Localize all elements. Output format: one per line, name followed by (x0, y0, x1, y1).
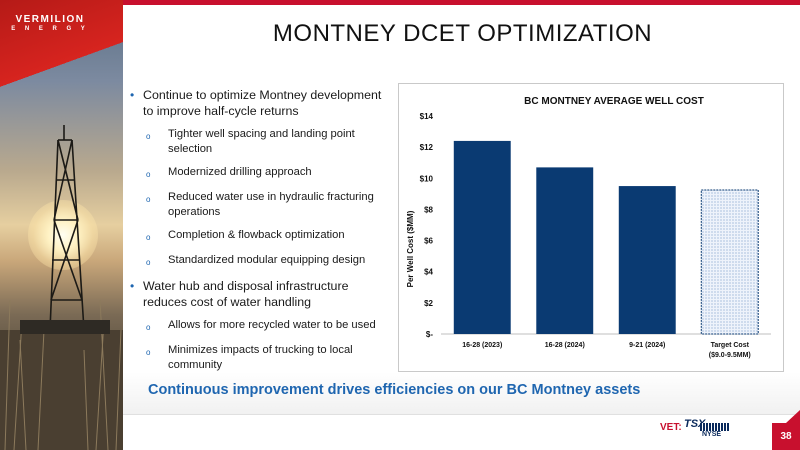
sub-bullet-item: o Minimizes impacts of trucking to local… (146, 343, 392, 373)
footer-divider (123, 414, 800, 415)
x-tick-label: 16-28 (2023) (462, 342, 502, 349)
sub-bullet-text: Standardized modular equipping design (168, 254, 366, 266)
top-accent-line (0, 0, 800, 5)
bullet-text: Continue to optimize Montney development… (143, 88, 382, 118)
y-tick-label: $- (426, 330, 433, 339)
x-tick-label: 9-21 (2024) (629, 342, 665, 349)
sub-bullet-item: o Tighter well spacing and landing point… (146, 127, 392, 157)
logo-name: VERMILION (15, 14, 85, 25)
x-tick-label: Target Cost (711, 342, 750, 349)
chart-title: BC MONTNEY AVERAGE WELL COST (524, 96, 704, 107)
tagline-band (123, 372, 800, 414)
ring-bullet-icon: o (146, 170, 151, 179)
ring-bullet-icon: o (146, 348, 151, 357)
bar (536, 167, 594, 334)
x-tick-label: 16-28 (2024) (545, 342, 585, 349)
bullet-dot-icon: • (130, 279, 135, 293)
tagline: Continuous improvement drives efficienci… (148, 382, 641, 398)
ring-bullet-icon: o (146, 258, 151, 267)
y-tick-label: $14 (420, 112, 434, 121)
sub-bullet-item: o Completion & flowback optimization (146, 228, 392, 245)
sub-bullet-text: Allows for more recycled water to be use… (168, 319, 376, 331)
bar-chart: BC MONTNEY AVERAGE WELL COST Per Well Co… (406, 96, 771, 359)
bullet-item: • Continue to optimize Montney developme… (130, 87, 392, 119)
page-number: 38 (772, 423, 800, 450)
y-tick-label: $6 (424, 237, 433, 246)
sub-bullet-item: o Modernized drilling approach (146, 165, 392, 182)
bullet-item: • Water hub and disposal infrastructure … (130, 278, 392, 310)
y-tick-label: $8 (424, 205, 433, 214)
bullet-text: Water hub and disposal infrastructure re… (143, 279, 349, 309)
y-axis-label: Per Well Cost ($MM) (406, 210, 415, 287)
drilling-rig-icon (0, 125, 123, 450)
bullet-dot-icon: • (130, 88, 135, 102)
sunset-glow (28, 200, 98, 270)
company-logo: VERMILION E N E R G Y (0, 14, 100, 32)
sub-bullet-text: Completion & flowback optimization (168, 229, 345, 241)
bullet-list: • Continue to optimize Montney developme… (130, 87, 392, 381)
corner-accent (786, 410, 800, 423)
y-tick-label: $10 (420, 174, 434, 183)
slide-title: MONTNEY DCET OPTIMIZATION (272, 20, 653, 47)
sub-bullet-text: Modernized drilling approach (168, 166, 312, 178)
logo-banner (0, 0, 123, 100)
bar (618, 186, 676, 334)
well-cost-chart: BC MONTNEY AVERAGE WELL COST Per Well Co… (398, 83, 784, 372)
sub-bullet-item: o Reduced water use in hydraulic fractur… (146, 190, 392, 220)
bar (453, 140, 511, 334)
nyse-text: NYSE (702, 431, 722, 438)
sub-bullet-text: Tighter well spacing and landing point s… (168, 128, 355, 155)
oil-rig-photo: VERMILION E N E R G Y (0, 0, 123, 450)
ring-bullet-icon: o (146, 323, 151, 332)
y-tick-label: $12 (420, 143, 434, 152)
sub-bullet-text: Reduced water use in hydraulic fracturin… (168, 191, 374, 218)
target-cost-bar (700, 189, 759, 335)
ring-bullet-icon: o (146, 233, 151, 242)
x-tick-label: ($9.0-9.5MM) (709, 352, 751, 359)
logo-subtitle: E N E R G Y (11, 26, 89, 32)
sub-bullet-item: o Allows for more recycled water to be u… (146, 318, 392, 335)
y-tick-label: $2 (424, 299, 433, 308)
nyse-bars-icon (700, 423, 730, 431)
ticker-label: VET: (660, 422, 682, 433)
sub-bullet-text: Minimizes impacts of trucking to local c… (168, 344, 353, 371)
ring-bullet-icon: o (146, 132, 151, 141)
sub-bullet-item: o Standardized modular equipping design (146, 253, 392, 270)
nyse-logo: NYSE (700, 423, 730, 439)
ring-bullet-icon: o (146, 195, 151, 204)
y-tick-label: $4 (424, 268, 433, 277)
